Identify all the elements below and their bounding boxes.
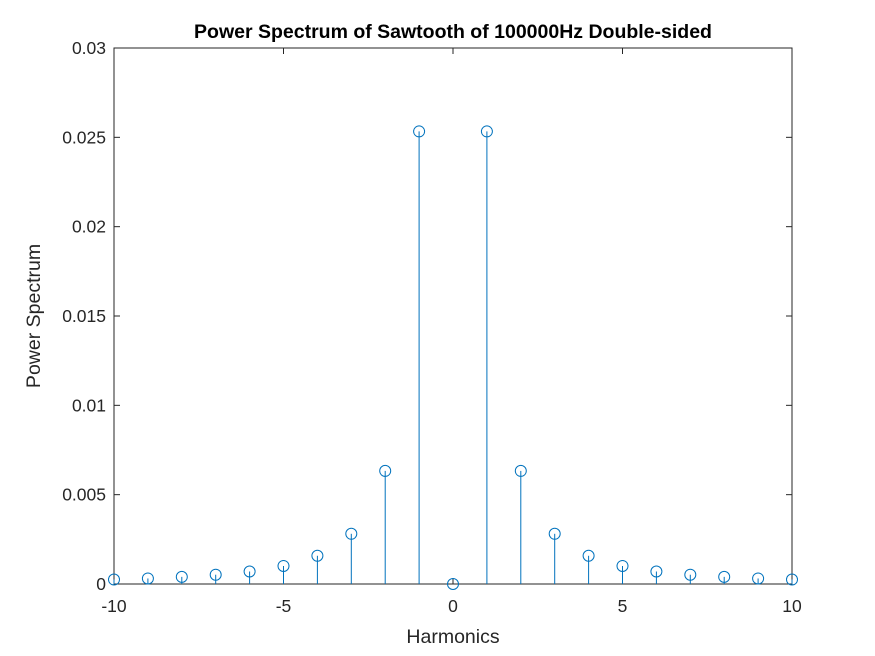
stem-marker bbox=[277, 559, 290, 572]
stem-marker bbox=[141, 572, 154, 585]
plot-area: -10 -5 0 5 10 0 0.005 0.01 0.015 0.02 0.025 0.03 bbox=[62, 38, 802, 616]
y-axis-label: Power Spectrum bbox=[23, 244, 45, 388]
stem-marker bbox=[243, 565, 256, 578]
stem-marker bbox=[616, 559, 629, 572]
stem-marker bbox=[650, 565, 663, 578]
stem-marker bbox=[311, 549, 324, 562]
stem-marker bbox=[447, 578, 459, 590]
chart-title: Power Spectrum of Sawtooth of 100000Hz D… bbox=[194, 21, 712, 43]
y-tick-label: 0.02 bbox=[72, 217, 106, 237]
y-tick-label: 0.03 bbox=[72, 38, 106, 58]
stem-marker bbox=[175, 570, 188, 583]
stem-marker bbox=[718, 570, 731, 583]
x-tick-label: -5 bbox=[276, 596, 292, 616]
x-axis-label: Harmonics bbox=[406, 626, 499, 648]
stem-marker bbox=[379, 464, 392, 477]
x-tick-label: 0 bbox=[448, 596, 458, 616]
y-tick-label: 0 bbox=[96, 574, 106, 594]
stem-marker bbox=[582, 549, 595, 562]
stem-marker bbox=[786, 573, 798, 586]
stem-marker bbox=[514, 464, 527, 477]
y-tick-label: 0.005 bbox=[62, 485, 106, 505]
stem-marker bbox=[752, 572, 765, 585]
stem-marker bbox=[548, 527, 561, 540]
stem-marker bbox=[480, 125, 493, 138]
stem-marker bbox=[684, 568, 697, 581]
stem-marker bbox=[108, 573, 120, 586]
stem-marker bbox=[345, 527, 358, 540]
axes-frame bbox=[113, 47, 793, 585]
x-tick-label: 5 bbox=[618, 596, 628, 616]
x-tick-label: 10 bbox=[782, 596, 802, 616]
stem-marker bbox=[413, 125, 426, 138]
y-tick-label: 0.025 bbox=[62, 127, 106, 147]
y-tick-label: 0.015 bbox=[62, 306, 106, 326]
x-tick-label: -10 bbox=[101, 596, 127, 616]
stem-marker bbox=[209, 568, 222, 581]
y-tick-label: 0.01 bbox=[72, 395, 106, 415]
